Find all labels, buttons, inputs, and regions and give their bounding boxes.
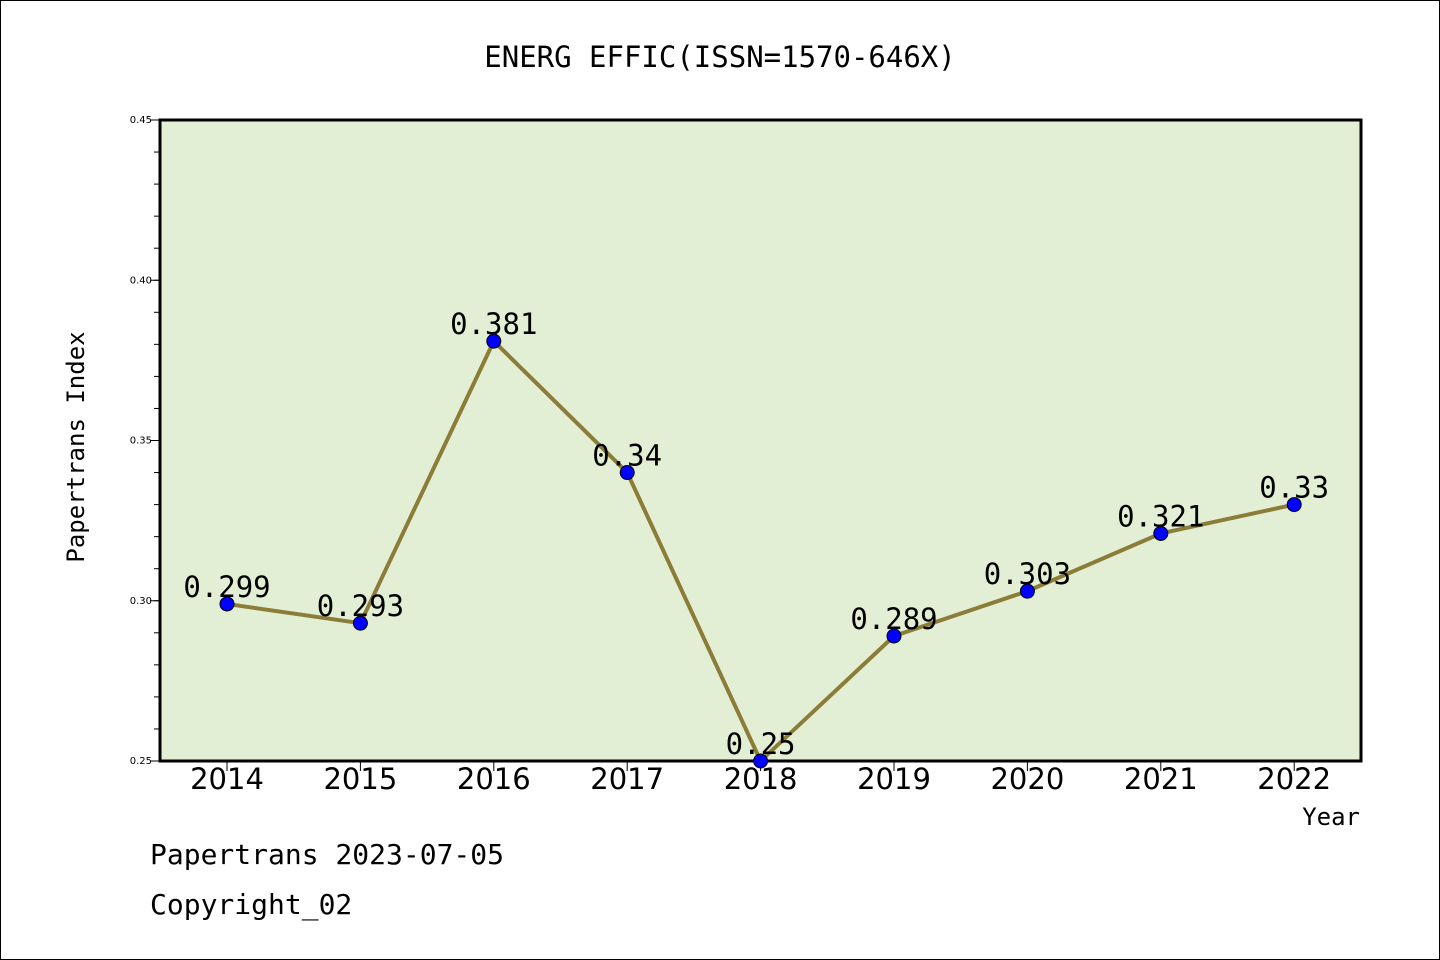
footer-copyright: Copyright_02 [150,888,352,922]
data-label: 0.303 [984,557,1071,591]
y-tick-label: 0.35 [130,436,152,447]
data-point [886,628,902,644]
data-point [1286,497,1302,513]
data-label: 0.321 [1117,499,1204,533]
x-tick-label: 2022 [1257,762,1331,796]
x-tick-label: 2019 [857,762,931,796]
y-tick-label: 0.30 [130,596,152,607]
x-tick-label: 2017 [590,762,664,796]
data-point [219,596,235,612]
y-tick-label: 0.40 [130,275,152,286]
data-point [1153,525,1169,541]
data-point [753,753,769,769]
x-tick-label: 2016 [457,762,531,796]
y-tick-label: 0.45 [130,115,152,126]
data-label: 0.289 [850,602,937,636]
x-tick-label: 2021 [1124,762,1198,796]
x-tick-label: 2020 [990,762,1064,796]
data-label: 0.25 [726,727,796,761]
x-axis-ticks: 2014 2015 2016 2017 2018 2019 2020 2021 2022 [190,761,1331,796]
data-point [486,333,502,349]
x-tick-label: 2014 [190,762,264,796]
data-point [619,465,635,481]
data-label: 0.34 [592,439,662,473]
data-point [1019,583,1035,599]
x-tick-label: 2015 [323,762,397,796]
data-label: 0.299 [183,570,270,604]
y-axis-label: Papertrans Index [62,331,90,562]
data-label: 0.33 [1259,471,1329,505]
chart-title: ENERG EFFIC(ISSN=1570-646X) [484,40,955,74]
x-axis-label: Year [1302,803,1360,831]
data-points [219,333,1302,769]
y-axis-ticks: 0.25 0.30 0.35 0.40 0.45 [130,115,160,767]
y-tick-label: 0.25 [130,756,152,767]
data-label: 0.293 [317,589,404,623]
data-label: 0.381 [450,307,537,341]
footer-date: Papertrans 2023-07-05 [150,838,504,871]
data-labels: 0.299 0.293 0.381 0.34 0.25 0.289 0.303 0.321 0.… [183,307,1329,761]
plot-area [158,118,1363,763]
data-point [352,615,368,631]
